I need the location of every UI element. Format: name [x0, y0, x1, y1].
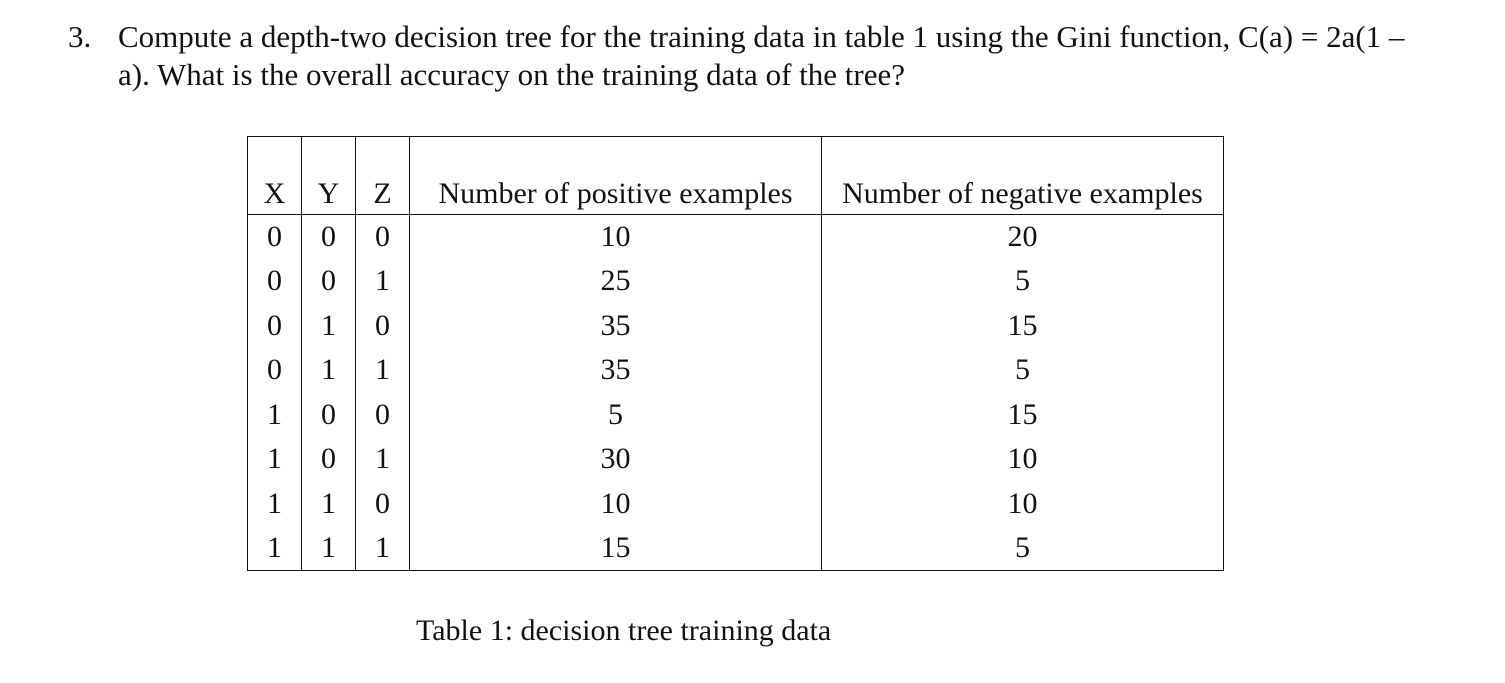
header-x: X [247, 136, 302, 215]
cell-positive: 5 [409, 392, 822, 437]
table-row: 1 1 1 15 5 [247, 526, 1224, 571]
table-row: 0 1 1 35 5 [247, 348, 1224, 393]
cell-z: 1 [355, 259, 410, 304]
table-row: 1 1 0 10 10 [247, 481, 1224, 526]
cell-positive: 15 [409, 526, 822, 571]
cell-negative: 5 [821, 348, 1224, 393]
training-data-table: X Y Z Number of positive examples Number… [247, 136, 1224, 571]
table-row: 0 1 0 35 15 [247, 303, 1224, 348]
table-header-row: X Y Z Number of positive examples Number… [247, 136, 1224, 215]
cell-y: 0 [301, 437, 356, 482]
cell-y: 1 [301, 348, 356, 393]
table-caption: Table 1: decision tree training data [416, 614, 832, 647]
cell-x: 0 [247, 259, 302, 304]
cell-z: 1 [355, 526, 410, 571]
cell-negative: 15 [821, 303, 1224, 348]
table-row: 1 0 0 5 15 [247, 392, 1224, 437]
cell-positive: 25 [409, 259, 822, 304]
cell-negative: 10 [821, 437, 1224, 482]
cell-y: 1 [301, 303, 356, 348]
cell-x: 1 [247, 481, 302, 526]
cell-negative: 5 [821, 259, 1224, 304]
table-row: 1 0 1 30 10 [247, 437, 1224, 482]
cell-x: 1 [247, 437, 302, 482]
cell-negative: 10 [821, 481, 1224, 526]
cell-y: 0 [301, 214, 356, 259]
header-positive: Number of positive examples [409, 136, 822, 215]
header-z: Z [355, 136, 410, 215]
cell-x: 1 [247, 392, 302, 437]
cell-negative: 15 [821, 392, 1224, 437]
cell-z: 1 [355, 348, 410, 393]
question-text: Compute a depth-two decision tree for th… [118, 19, 1405, 92]
cell-positive: 10 [409, 214, 822, 259]
cell-x: 0 [247, 348, 302, 393]
cell-x: 1 [247, 526, 302, 571]
cell-x: 0 [247, 303, 302, 348]
cell-positive: 35 [409, 303, 822, 348]
cell-z: 0 [355, 214, 410, 259]
question: 3. Compute a depth-two decision tree for… [68, 18, 1468, 94]
table-row: 0 0 1 25 5 [247, 259, 1224, 304]
cell-x: 0 [247, 214, 302, 259]
cell-z: 0 [355, 303, 410, 348]
cell-z: 0 [355, 481, 410, 526]
cell-z: 1 [355, 437, 410, 482]
cell-y: 0 [301, 392, 356, 437]
header-y: Y [301, 136, 356, 215]
cell-positive: 35 [409, 348, 822, 393]
cell-positive: 10 [409, 481, 822, 526]
table-row: 0 0 0 10 20 [247, 214, 1224, 259]
cell-y: 0 [301, 259, 356, 304]
cell-positive: 30 [409, 437, 822, 482]
cell-y: 1 [301, 526, 356, 571]
question-number: 3. [68, 19, 92, 54]
cell-y: 1 [301, 481, 356, 526]
cell-z: 0 [355, 392, 410, 437]
cell-negative: 20 [821, 214, 1224, 259]
header-negative: Number of negative examples [821, 136, 1224, 215]
cell-negative: 5 [821, 526, 1224, 571]
